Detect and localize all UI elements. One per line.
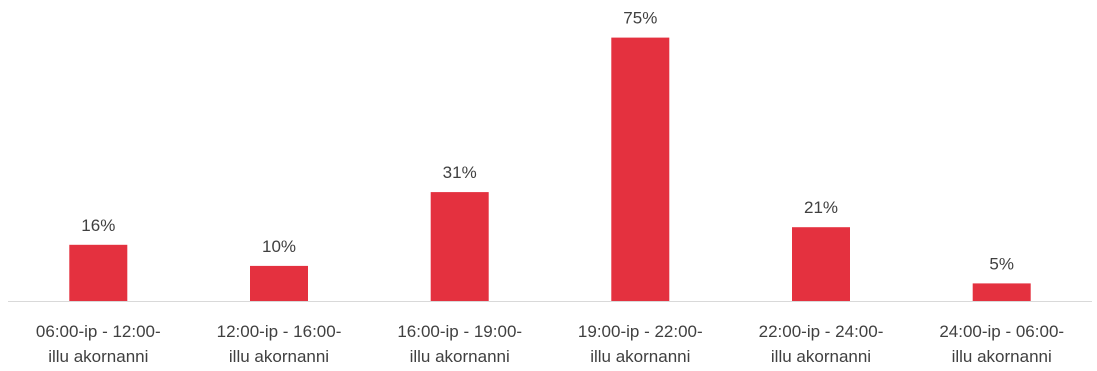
category-label-2-line-2: illu akornanni	[229, 347, 329, 366]
category-label-1-line-1: 06:00-ip - 12:00-	[36, 322, 161, 341]
category-label-1-line-2: illu akornanni	[48, 347, 148, 366]
bar-5	[792, 227, 850, 301]
category-label-5-line-1: 22:00-ip - 24:00-	[759, 322, 884, 341]
value-labels-group: 16% 10% 31% 75% 21% 5%	[81, 9, 1014, 274]
category-label-4-line-1: 19:00-ip - 22:00-	[578, 322, 703, 341]
category-label-5-line-2: illu akornanni	[771, 347, 871, 366]
bar-1	[69, 244, 128, 301]
value-label-6: 5%	[989, 254, 1014, 273]
value-label-4: 75%	[623, 9, 657, 28]
bar-2	[250, 265, 308, 301]
category-label-4: 19:00-ip - 22:00- illu akornanni	[578, 322, 703, 366]
category-label-3-line-2: illu akornanni	[410, 347, 510, 366]
category-label-2: 12:00-ip - 16:00- illu akornanni	[217, 322, 342, 366]
category-label-2-line-1: 12:00-ip - 16:00-	[217, 322, 342, 341]
value-label-3: 31%	[443, 163, 477, 182]
value-label-1: 16%	[81, 216, 115, 235]
category-label-6-line-2: illu akornanni	[952, 347, 1052, 366]
category-labels-group: 06:00-ip - 12:00-illu akornanni12:00-ip …	[36, 322, 1064, 366]
category-label-6: 24:00-ip - 06:00- illu akornanni	[939, 322, 1064, 366]
category-label-6-line-1: 24:00-ip - 06:00-	[939, 322, 1064, 341]
bars-group	[69, 37, 1031, 301]
category-label-5: 22:00-ip - 24:00- illu akornanni	[759, 322, 884, 366]
category-label-3-line-1: 16:00-ip - 19:00-	[397, 322, 522, 341]
category-label-1: 06:00-ip - 12:00- illu akornanni	[36, 322, 161, 366]
value-label-5: 21%	[804, 198, 838, 217]
value-label-2: 10%	[262, 237, 296, 256]
category-label-4-line-2: illu akornanni	[590, 347, 690, 366]
bar-4	[611, 37, 670, 301]
bar-6	[972, 283, 1031, 301]
category-label-3: 16:00-ip - 19:00- illu akornanni	[397, 322, 522, 366]
bar-3	[430, 192, 489, 301]
